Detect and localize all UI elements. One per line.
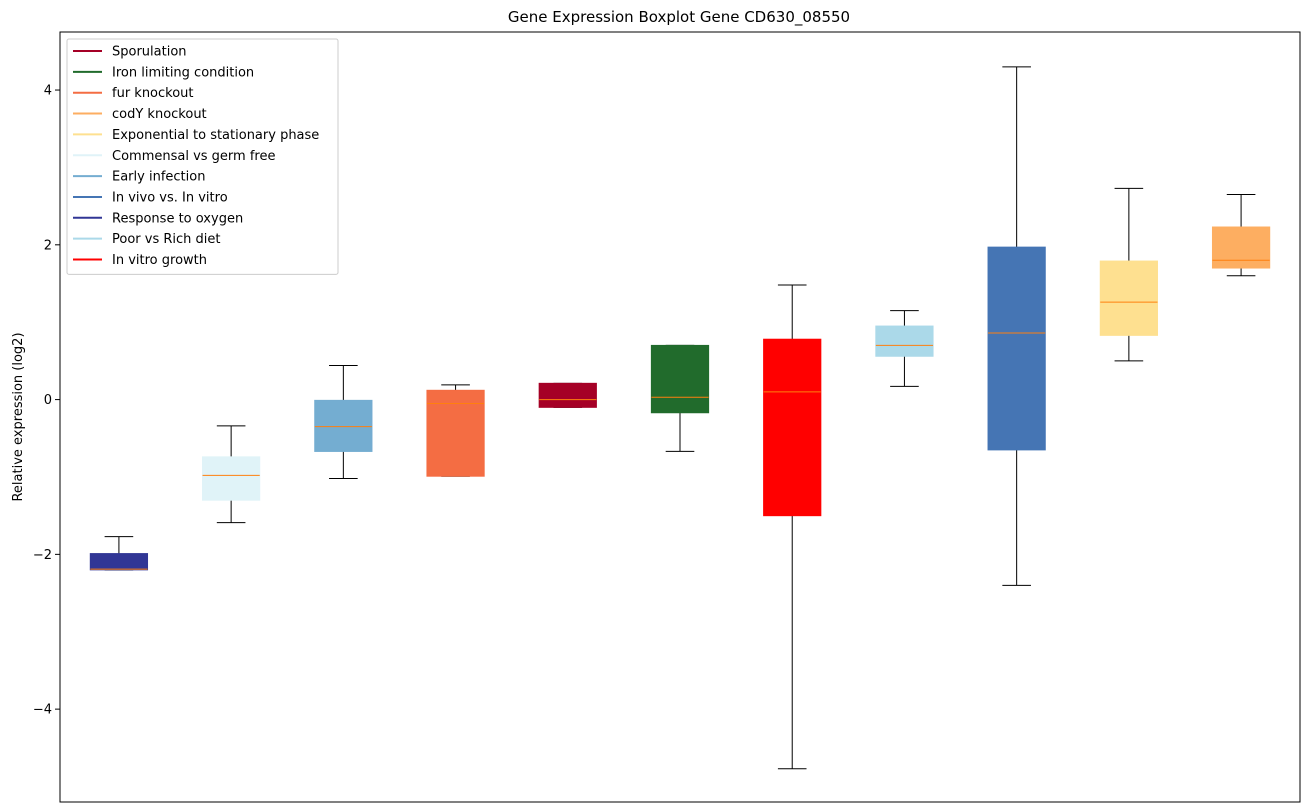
legend-entry: In vivo vs. In vitro [112, 190, 228, 205]
box-body [538, 382, 597, 408]
legend-entry: In vitro growth [112, 253, 207, 268]
legend: Sporulation Iron limiting condition fur kn… [66, 38, 339, 275]
box-body [89, 553, 149, 571]
y-tick-label: −2 [33, 548, 52, 563]
plot-frame [59, 31, 1301, 803]
box-fur-knockout [426, 384, 485, 477]
y-tick-label: 4 [44, 84, 52, 99]
box-body [1211, 226, 1271, 269]
chart-title: Gene Expression Boxplot Gene CD630_08550 [508, 8, 850, 27]
y-tick-label: −4 [33, 703, 52, 718]
box-body [314, 399, 373, 452]
y-tick-label: 0 [44, 393, 52, 408]
legend-entry: Commensal vs germ free [112, 149, 275, 164]
legend-entry: Exponential to stationary phase [112, 128, 319, 143]
box-body [426, 389, 485, 477]
box-body [987, 246, 1046, 451]
legend-frame [66, 38, 339, 275]
legend-entry: codY knockout [112, 107, 207, 122]
legend-entry: Early infection [112, 170, 205, 185]
box-body [875, 325, 934, 357]
y-axis-label: Relative expression (log2) [11, 332, 26, 501]
box-sporulation [538, 382, 597, 408]
box-body [763, 338, 822, 517]
legend-entry: Sporulation [112, 45, 187, 60]
box-response-to-oxygen [89, 536, 149, 571]
box-iron-limiting-condition [650, 344, 710, 452]
plot-area: −4 −2 0 2 4 [33, 31, 1301, 803]
box-commensal-vs-germ-free [202, 425, 261, 524]
box-early-infection [314, 365, 373, 480]
box-body [650, 344, 710, 414]
box-exponential-to-stationary-phase [1099, 187, 1158, 362]
box-body [1099, 260, 1158, 336]
legend-entry: Iron limiting condition [112, 65, 254, 80]
legend-entry: Response to oxygen [112, 211, 243, 226]
box-in-vitro-growth [763, 284, 822, 770]
legend-entry: fur knockout [112, 86, 194, 101]
box-cody-knockout [1211, 194, 1271, 277]
box-in-vivo-vs-in-vitro [987, 66, 1046, 586]
box-poor-vs-rich-diet [875, 310, 934, 387]
y-tick-label: 2 [44, 238, 52, 253]
box-body [202, 456, 261, 501]
legend-entry: Poor vs Rich diet [112, 232, 220, 247]
